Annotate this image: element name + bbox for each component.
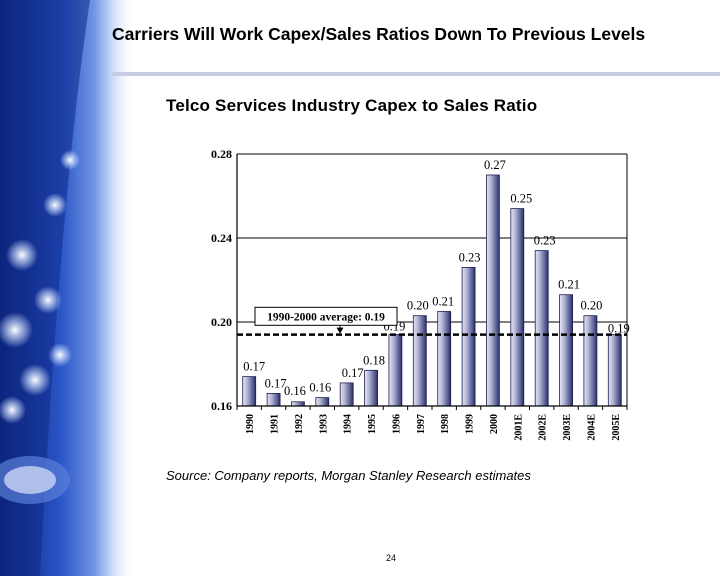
data-label-2000: 0.27 bbox=[484, 158, 506, 172]
data-label-2002E: 0.23 bbox=[534, 234, 556, 248]
y-tick-label-0.16: 0.16 bbox=[211, 399, 232, 413]
data-label-1995: 0.18 bbox=[363, 353, 385, 367]
data-label-1994: 0.17 bbox=[342, 366, 364, 380]
bar-2004E bbox=[583, 315, 598, 407]
data-labels: 0.170.170.16 0.160.170.180.190.20 0.210.23… bbox=[243, 158, 629, 398]
x-tick-label-2002E: 2002E bbox=[538, 414, 549, 441]
page-number: 24 bbox=[386, 553, 397, 563]
x-tick-label-2001E: 2001E bbox=[513, 414, 524, 441]
average-annotation-box bbox=[254, 306, 398, 326]
bar-1995 bbox=[364, 369, 379, 407]
title-rule bbox=[112, 72, 720, 76]
source-note: Source: Company reports, Morgan Stanley … bbox=[166, 468, 531, 483]
data-label-2004E: 0.20 bbox=[580, 299, 602, 313]
data-label-1992: 0.16 bbox=[284, 384, 306, 398]
x-tick-label-1990: 1990 bbox=[245, 414, 256, 434]
bars bbox=[242, 174, 622, 407]
x-tick-label-1996: 1996 bbox=[391, 414, 402, 434]
x-tick-label-1999: 1999 bbox=[465, 414, 476, 434]
x-tick-label-2003E: 2003E bbox=[562, 414, 573, 441]
data-label-2001E: 0.25 bbox=[510, 192, 532, 206]
bar-2000 bbox=[485, 174, 500, 407]
x-tick-label-2005E: 2005E bbox=[611, 414, 622, 441]
data-label-1991: 0.17 bbox=[265, 376, 287, 390]
data-label-1998: 0.21 bbox=[432, 295, 454, 309]
data-label-1999: 0.23 bbox=[459, 250, 481, 264]
bar-2001E bbox=[510, 208, 525, 407]
bar-2002E bbox=[534, 250, 549, 407]
x-tick-label-1995: 1995 bbox=[367, 414, 378, 434]
bar-2005E bbox=[607, 334, 622, 407]
bar-1999 bbox=[461, 267, 476, 407]
x-tick-label-2000: 2000 bbox=[489, 414, 500, 434]
bar-1994 bbox=[339, 382, 354, 407]
bar-1996 bbox=[388, 334, 403, 407]
bar-1998 bbox=[437, 311, 452, 407]
x-tick-label-1991: 1991 bbox=[270, 414, 281, 434]
capex-to-sales-chart: 0.160.200.240.28 1990 1991 1992 1993 1994 199… bbox=[211, 147, 630, 441]
x-tick-labels: 1990 1991 1992 1993 1994 1995 1996 1997 1998 1999… bbox=[245, 414, 622, 441]
slide-title: Carriers Will Work Capex/Sales Ratios Do… bbox=[112, 24, 646, 44]
y-tick-label-0.28: 0.28 bbox=[211, 147, 232, 161]
bar-1997 bbox=[412, 315, 427, 407]
data-label-2003E: 0.21 bbox=[558, 278, 580, 292]
x-tick-label-1992: 1992 bbox=[294, 414, 305, 434]
axes bbox=[236, 154, 628, 410]
data-label-1990: 0.17 bbox=[243, 360, 265, 374]
x-tick-label-1998: 1998 bbox=[440, 414, 451, 434]
bar-2003E bbox=[559, 294, 574, 407]
average-annotation: 1990-2000 average: 0.19 bbox=[254, 306, 398, 334]
data-label-1993: 0.16 bbox=[309, 381, 331, 395]
average-annotation-arrowhead bbox=[336, 327, 344, 334]
chart-title: Telco Services Industry Capex to Sales R… bbox=[166, 96, 538, 115]
bar-1991 bbox=[266, 392, 281, 407]
x-tick-label-1997: 1997 bbox=[416, 414, 427, 434]
y-tick-label-0.20: 0.20 bbox=[211, 315, 232, 329]
bar-1993 bbox=[315, 397, 330, 407]
bar-1992 bbox=[291, 401, 305, 407]
x-tick-label-1993: 1993 bbox=[318, 414, 329, 434]
y-tick-label-0.24: 0.24 bbox=[211, 231, 232, 245]
bar-1990 bbox=[242, 376, 257, 407]
data-label-2005E: 0.19 bbox=[608, 322, 630, 336]
average-annotation-label: 1990-2000 average: 0.19 bbox=[267, 311, 385, 323]
fiber-optic-background bbox=[0, 0, 135, 576]
y-tick-labels: 0.16 0.20 0.24 0.28 bbox=[211, 147, 232, 413]
data-label-1997: 0.20 bbox=[407, 299, 429, 313]
x-tick-label-2004E: 2004E bbox=[586, 414, 597, 441]
x-tick-label-1994: 1994 bbox=[343, 414, 354, 434]
